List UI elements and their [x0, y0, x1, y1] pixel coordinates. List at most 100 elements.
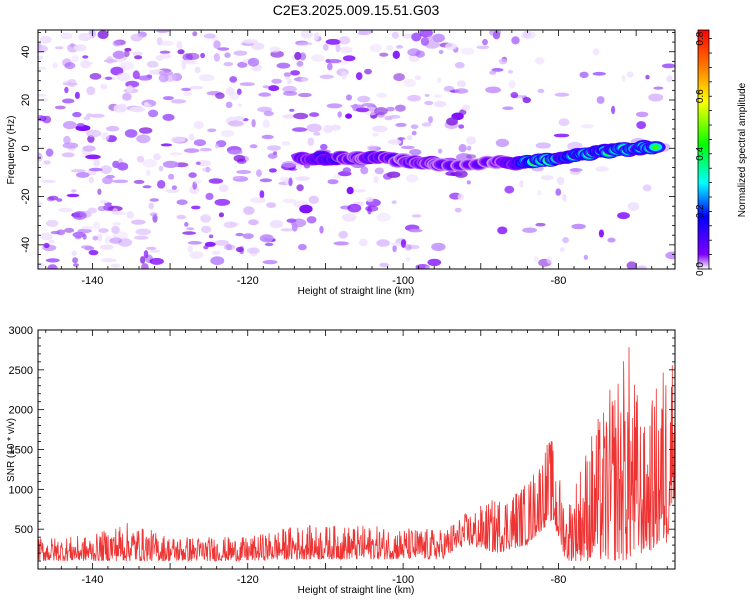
heatmap-noise-cell — [134, 55, 143, 60]
heatmap-noise-cell — [71, 250, 77, 256]
heatmap-noise-cell — [327, 62, 333, 71]
heatmap-noise-cell — [116, 72, 131, 82]
heatmap-noise-cell — [409, 149, 422, 156]
heatmap-noise-cell — [592, 48, 600, 56]
heatmap-noise-cell — [193, 179, 202, 184]
heatmap-noise-cell — [235, 232, 244, 237]
heatmap-noise-cell — [510, 92, 519, 99]
heatmap-noise-cell — [64, 227, 75, 233]
heatmap-noise-cell — [428, 116, 433, 124]
heatmap-noise-cell — [141, 263, 149, 269]
x-tick-label: -100 — [392, 275, 414, 287]
heatmap-noise-cell — [184, 222, 189, 227]
heatmap-noise-cell — [105, 174, 115, 179]
heatmap-noise-cell — [149, 257, 164, 265]
heatmap-noise-cell — [299, 52, 307, 61]
heatmap-noise-cell — [93, 159, 101, 167]
y-tick-label: 500 — [15, 524, 33, 536]
heatmap-noise-cell — [292, 127, 308, 132]
heatmap-noise-cell — [38, 201, 43, 206]
heatmap-noise-cell — [437, 148, 443, 154]
heatmap-noise-cell — [246, 247, 261, 254]
heatmap-noise-cell — [367, 145, 377, 151]
heatmap-noise-cell — [168, 173, 175, 180]
heatmap-noise-cell — [355, 72, 363, 81]
heatmap-noise-cell — [437, 77, 442, 84]
heatmap-noise-cell — [323, 43, 329, 51]
heatmap-noise-cell — [110, 263, 121, 268]
heatmap-noise-cell — [356, 107, 369, 113]
heatmap-noise-cell — [193, 121, 204, 130]
heatmap-noise-cell — [403, 78, 416, 88]
colorbar-tick-label: 0.2 — [695, 204, 706, 218]
heatmap-noise-cell — [306, 216, 317, 224]
heatmap-noise-cell — [414, 75, 422, 80]
heatmap-noise-cell — [415, 50, 426, 58]
heatmap-noise-cell — [611, 105, 616, 115]
heatmap-noise-cell — [203, 33, 216, 39]
heatmap-noise-cell — [143, 102, 149, 106]
heatmap-noise-cell — [454, 207, 462, 213]
heatmap-noise-cell — [300, 77, 309, 82]
heatmap-noise-cell — [109, 237, 123, 244]
heatmap-noise-cell — [86, 129, 102, 138]
colorbar-gradient — [697, 29, 710, 270]
heatmap-noise-cell — [360, 166, 369, 175]
snr-y-axis-label: SNR (10 * v/v) — [6, 418, 17, 482]
heatmap-noise-cell — [62, 121, 77, 130]
heatmap-noise-cell — [259, 190, 265, 199]
heatmap-noise-cell — [562, 194, 567, 202]
heatmap-noise-cell — [420, 37, 430, 46]
heatmap-noise-cell — [511, 36, 520, 45]
heatmap-noise-cell — [38, 66, 47, 70]
y-tick-label: 1500 — [9, 445, 33, 457]
colorbar: 0.0 0.2 0.4 0.6 0.8 Normalized spectral ampl… — [695, 29, 748, 276]
heatmap-noise-cell — [291, 222, 298, 232]
heatmap-noise-cell — [293, 112, 309, 120]
heatmap-noise-cell — [301, 30, 313, 39]
colorbar-tick-label: 0.6 — [695, 89, 706, 103]
heatmap-noise-cell — [158, 165, 164, 172]
y-tick-label: 20 — [20, 94, 32, 106]
heatmap-noise-cell — [225, 244, 232, 251]
heatmap-noise-cell — [97, 233, 103, 242]
heatmap-noise-cell — [636, 265, 647, 269]
heatmap-noise-cell — [85, 154, 101, 160]
heatmap-noise-cell — [642, 184, 652, 192]
heatmap-noise-cell — [491, 68, 504, 72]
heatmap-noise-cell — [158, 70, 174, 76]
heatmap-noise-cell — [204, 241, 216, 247]
heatmap-noise-cell — [534, 57, 545, 65]
heatmap-noise-cell — [342, 167, 351, 174]
heatmap-noise-cell — [50, 230, 61, 235]
heatmap-noise-cell — [162, 113, 175, 121]
heatmap-noise-cell — [286, 218, 297, 223]
heatmap-noise-cell — [346, 186, 354, 195]
heatmap-noise-cell — [408, 228, 423, 233]
heatmap-noise-cell — [556, 176, 565, 186]
heatmap-noise-cell — [217, 47, 230, 51]
heatmap-noise-cell — [492, 30, 501, 40]
heatmap-noise-cell — [233, 50, 248, 56]
heatmap-noise-cell — [149, 212, 158, 217]
heatmap-noise-cell — [404, 244, 412, 251]
heatmap-noise-cell — [258, 92, 272, 97]
heatmap-noise-cell — [333, 174, 341, 179]
heatmap-noise-cell — [67, 78, 77, 88]
heatmap-noise-cell — [458, 144, 467, 153]
heatmap-noise-cell — [617, 212, 630, 220]
heatmap-noise-cell — [250, 197, 266, 204]
heatmap-noise-cell — [579, 71, 589, 79]
heatmap-noise-cell — [466, 145, 472, 151]
heatmap-noise-cell — [335, 43, 341, 53]
heatmap-noise-cell — [323, 124, 333, 134]
heatmap-noise-cell — [454, 61, 465, 69]
heatmap-noise-cell — [205, 192, 214, 200]
heatmap-noise-cell — [239, 82, 255, 86]
y-tick-label: 0 — [20, 145, 32, 151]
heatmap-noise-cell — [297, 42, 313, 46]
heatmap-noise-cell — [56, 198, 63, 202]
heatmap-noise-cell — [433, 94, 443, 99]
heatmap-noise-cell — [70, 169, 86, 173]
heatmap-noise-cell — [92, 235, 99, 241]
